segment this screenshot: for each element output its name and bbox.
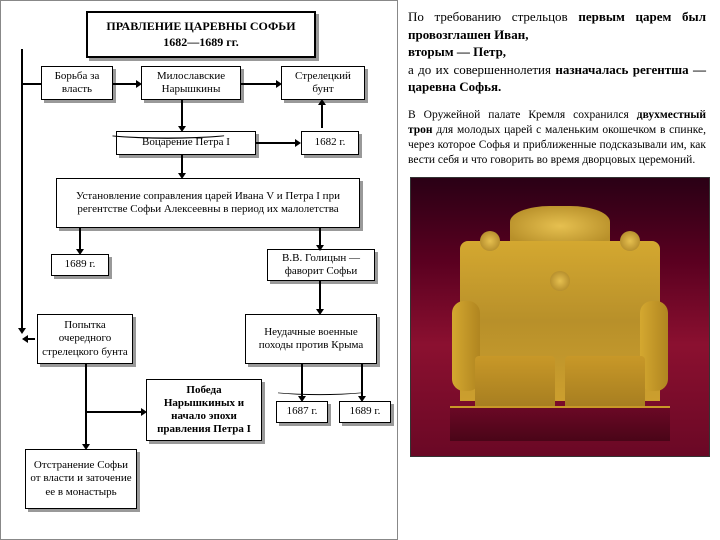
throne-photo: [410, 177, 710, 457]
box-1689b: 1689 г.: [339, 401, 391, 423]
title-box: ПРАВЛЕНИЕ ЦАРЕВНЫ СОФЬИ1682—1689 гг.: [86, 11, 316, 58]
arrow: [319, 281, 321, 310]
paragraph-1: По требованию стрельцов первым царем был…: [408, 8, 706, 96]
arrow: [113, 83, 137, 85]
arrow: [21, 49, 23, 329]
arrow: [27, 338, 35, 340]
box-naryshkin-victory: Победа Нарышкиных и начало эпохи правлен…: [146, 379, 262, 441]
box-corule: Установление соправления царей Ивана V и…: [56, 178, 360, 228]
box-streltsy-revolt: Стрелецкий бунт: [281, 66, 365, 100]
box-removal: Отстранение Софьи от власти и заточение …: [25, 449, 137, 509]
box-golitsyn: В.В. Голицын — фаворит Софьи: [267, 249, 375, 281]
arrow: [21, 83, 41, 85]
brace-icon: ⏝: [113, 119, 228, 138]
arrow: [79, 228, 81, 250]
double-throne: [460, 221, 660, 441]
arrow: [319, 228, 321, 246]
box-1687: 1687 г.: [276, 401, 328, 423]
arrow: [256, 142, 296, 144]
box-crimea: Неудачные военные походы против Крыма: [245, 314, 377, 364]
flowchart-diagram: ПРАВЛЕНИЕ ЦАРЕВНЫ СОФЬИ1682—1689 гг. Бор…: [0, 0, 398, 540]
box-revolt-attempt: Попытка очередного стрелецкого бунта: [37, 314, 133, 364]
arrow: [181, 155, 183, 174]
box-struggle: Борьба за власть: [41, 66, 113, 100]
arrow: [85, 364, 87, 445]
arrow: [321, 104, 323, 128]
arrow: [241, 83, 277, 85]
text-panel: По требованию стрельцов первым царем был…: [398, 0, 720, 540]
box-1682: 1682 г.: [301, 131, 359, 155]
box-miloslavskie: Милославские Нарышкины: [141, 66, 241, 100]
paragraph-2: В Оружейной палате Кремля сохранился дву…: [408, 108, 706, 168]
box-1689a: 1689 г.: [51, 254, 109, 276]
brace-icon: ⏝: [278, 381, 365, 395]
arrow: [85, 411, 142, 413]
